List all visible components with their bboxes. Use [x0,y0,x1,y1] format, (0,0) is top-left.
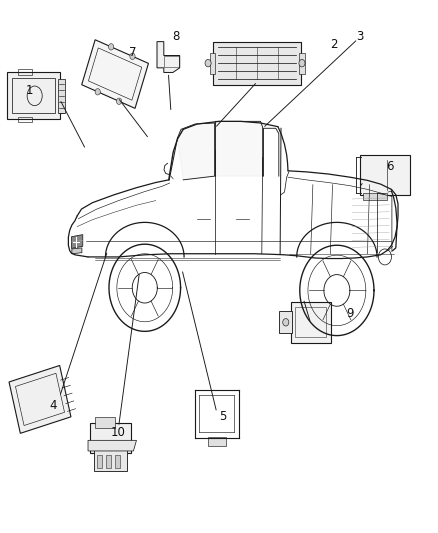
Polygon shape [72,248,82,254]
Polygon shape [71,235,83,248]
Polygon shape [9,366,71,433]
Text: 10: 10 [110,426,125,439]
FancyBboxPatch shape [210,53,215,74]
Text: 2: 2 [330,38,337,51]
FancyBboxPatch shape [106,455,111,468]
FancyBboxPatch shape [299,53,304,74]
Polygon shape [88,440,137,451]
Text: 8: 8 [173,30,180,43]
Text: 6: 6 [386,160,394,173]
FancyBboxPatch shape [115,455,120,468]
Text: 4: 4 [49,399,57,413]
Text: 7: 7 [129,46,137,59]
FancyBboxPatch shape [95,417,115,427]
Polygon shape [82,40,148,108]
Circle shape [95,88,100,95]
FancyBboxPatch shape [208,437,226,446]
FancyBboxPatch shape [7,72,60,119]
Polygon shape [157,42,180,72]
Circle shape [283,319,289,326]
Text: 1: 1 [25,84,33,96]
Polygon shape [279,311,292,334]
FancyBboxPatch shape [363,192,387,200]
FancyBboxPatch shape [58,79,65,113]
FancyBboxPatch shape [95,450,127,471]
FancyBboxPatch shape [97,455,102,468]
FancyBboxPatch shape [90,423,131,453]
FancyBboxPatch shape [360,156,410,195]
Circle shape [117,98,122,104]
FancyBboxPatch shape [291,302,331,343]
Text: 9: 9 [346,307,354,320]
Text: 3: 3 [356,30,363,43]
FancyBboxPatch shape [213,42,301,85]
Circle shape [299,60,305,67]
Circle shape [205,60,211,67]
Text: 5: 5 [219,410,226,423]
Polygon shape [177,123,215,180]
Circle shape [130,53,135,60]
Circle shape [109,44,114,50]
Polygon shape [215,122,263,176]
